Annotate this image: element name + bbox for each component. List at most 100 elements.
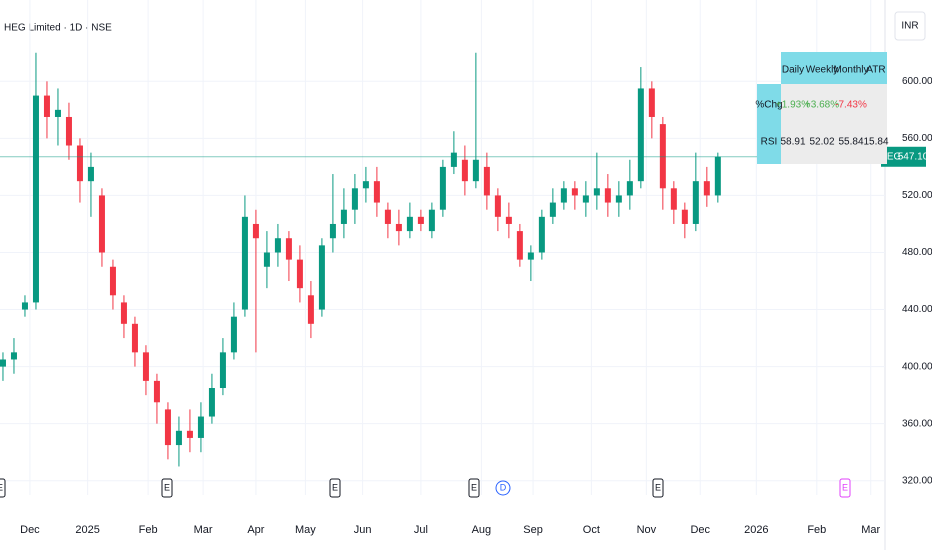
candle	[714, 152, 721, 203]
candle-body	[131, 323, 138, 353]
candle-body	[670, 188, 677, 210]
x-tick-label: Nov	[637, 524, 657, 536]
candle	[21, 295, 28, 317]
candle-body	[329, 223, 336, 239]
candle-body	[153, 380, 160, 403]
candle	[252, 209, 259, 353]
x-tick-label: Mar	[194, 524, 213, 536]
candle-body	[417, 216, 424, 224]
candle-body	[626, 181, 633, 196]
candle-body	[384, 209, 391, 224]
candle	[593, 152, 600, 210]
chart-title: HEG Limited · 1D · NSE	[4, 23, 112, 34]
x-tick-label: Oct	[583, 524, 600, 536]
candle-body	[560, 188, 567, 203]
x-tick-label: Dec	[20, 524, 40, 536]
candle-body	[604, 188, 611, 203]
table-header: ATR	[866, 65, 885, 76]
candle	[274, 223, 281, 267]
candle-body	[582, 195, 589, 203]
candle	[54, 88, 61, 146]
candle-body	[351, 188, 358, 210]
x-tick-label: Sep	[523, 524, 543, 536]
candle	[340, 188, 347, 239]
candle-body	[439, 166, 446, 210]
candle-body	[505, 216, 512, 224]
candle-body	[219, 352, 226, 389]
candle-body	[483, 166, 490, 196]
x-tick-label: Jun	[354, 524, 372, 536]
candle-body	[10, 352, 17, 360]
table-cell: 55.84	[838, 137, 863, 148]
table-row-label: %Chg	[755, 100, 782, 111]
candle-body	[274, 238, 281, 253]
candle-body	[54, 109, 61, 117]
x-tick-label: May	[295, 524, 316, 536]
candle	[505, 202, 512, 239]
candle-body	[285, 238, 292, 260]
candle	[175, 416, 182, 467]
candle	[384, 202, 391, 239]
candle-body	[516, 231, 523, 260]
candle	[626, 159, 633, 210]
candle-body	[362, 181, 369, 189]
candle	[571, 181, 578, 210]
table-label-bg	[757, 84, 781, 164]
candle	[76, 138, 83, 203]
table-header: Weekly	[806, 65, 839, 76]
candle	[351, 174, 358, 224]
candle-body	[186, 430, 193, 438]
candle	[395, 209, 402, 246]
candle-body	[208, 388, 215, 417]
candle-body	[109, 266, 116, 296]
candle	[109, 259, 116, 310]
candle-body	[461, 159, 468, 182]
candle-body	[637, 88, 644, 182]
candle-body	[175, 430, 182, 446]
candle	[527, 245, 534, 282]
x-tick-label: Dec	[690, 524, 710, 536]
candle	[417, 209, 424, 232]
candle	[703, 166, 710, 207]
candle-body	[406, 216, 413, 232]
table-row-label: RSI	[761, 137, 778, 148]
candle-body	[648, 88, 655, 117]
table-body-bg	[781, 84, 887, 164]
candle	[285, 231, 292, 282]
candle-body	[659, 124, 666, 189]
candle	[483, 152, 490, 210]
x-tick-label: 2025	[75, 524, 99, 536]
candle	[538, 209, 545, 260]
candle	[329, 174, 336, 253]
event-label: E	[471, 482, 477, 492]
event-marker	[468, 478, 480, 498]
candle	[494, 188, 501, 232]
event-label: D	[500, 482, 507, 492]
candle	[263, 231, 270, 289]
y-tick-label: 440.00	[902, 304, 932, 315]
table-cell: 58.91	[780, 137, 805, 148]
currency[interactable]: INR	[901, 21, 918, 32]
y-tick-label: 480.00	[902, 247, 932, 258]
event-marker	[839, 478, 851, 498]
y-tick-label: 320.00	[902, 475, 932, 486]
currency-button[interactable]	[894, 11, 926, 41]
candle	[615, 181, 622, 217]
candle	[230, 302, 237, 360]
candle	[0, 352, 6, 381]
candle-body	[230, 316, 237, 353]
x-tick-label: Feb	[807, 524, 826, 536]
table-header-bg	[781, 52, 887, 84]
candle	[648, 81, 655, 139]
candle-body	[318, 245, 325, 310]
candle	[362, 166, 369, 203]
candle-body	[373, 181, 380, 203]
candle-body	[549, 202, 556, 217]
y-tick-label: 560.00	[902, 133, 932, 144]
price-label: 547.10	[898, 151, 929, 162]
event-marker	[495, 480, 511, 496]
candle	[637, 67, 644, 189]
candle-body	[428, 209, 435, 232]
candle-body	[21, 302, 28, 310]
